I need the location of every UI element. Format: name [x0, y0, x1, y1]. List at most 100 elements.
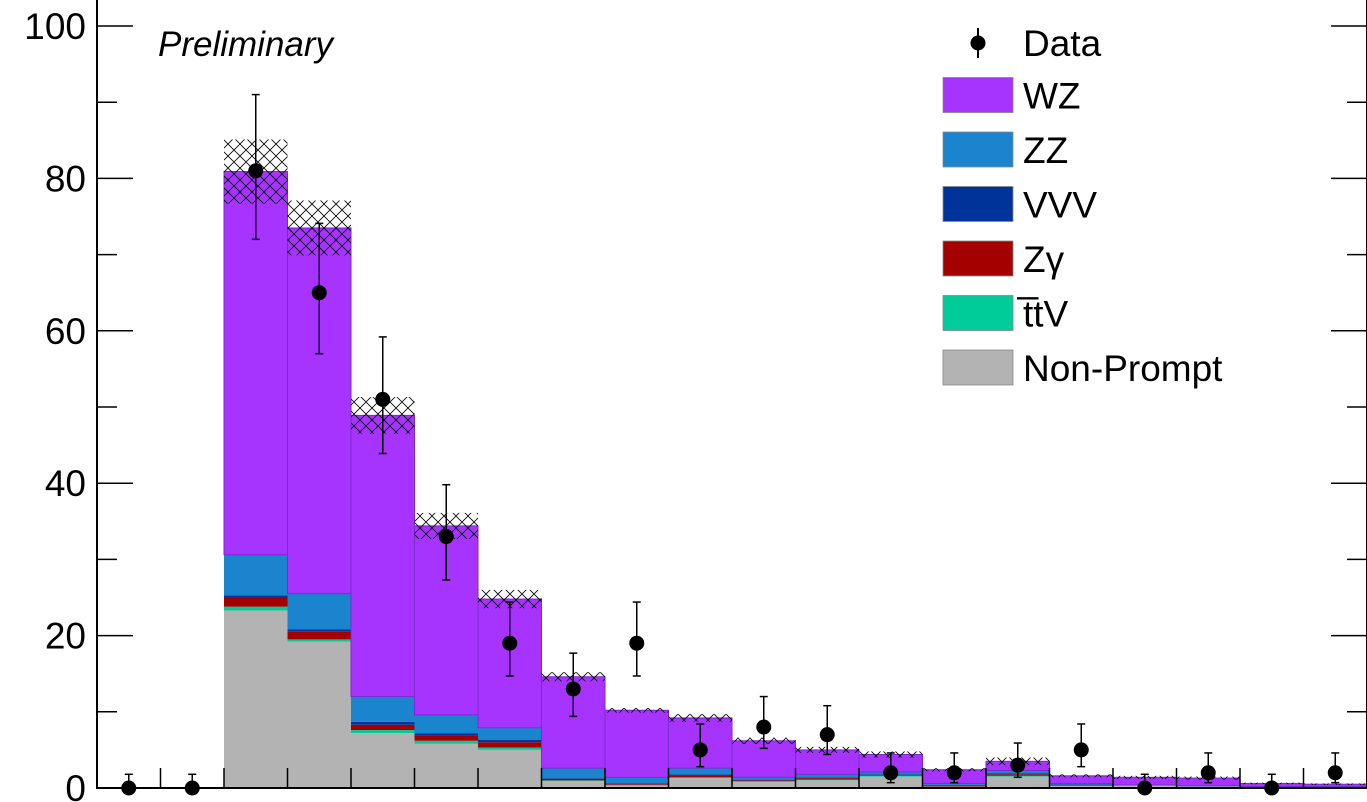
bar-1-bin-6 [478, 747, 542, 750]
axes [96, 0, 1367, 789]
bar-1-bin-2 [224, 606, 288, 611]
bar-0-bin-4 [351, 733, 415, 788]
bar-4-bin-3 [287, 593, 351, 630]
data-point [883, 765, 899, 781]
bar-3-bin-4 [351, 721, 415, 725]
bar-4-bin-8 [605, 777, 669, 784]
legend-swatch-3 [942, 240, 1014, 277]
bar-5-bin-8 [604, 709, 669, 778]
bar-3-bin-7 [541, 778, 605, 779]
data-point [375, 391, 391, 407]
data-point [438, 529, 454, 545]
bar-0-bin-9 [668, 778, 732, 788]
bar-0-bin-7 [541, 781, 605, 788]
bar-1-bin-8 [605, 784, 669, 786]
data-point [311, 285, 327, 301]
bar-0-bin-10 [732, 781, 796, 788]
y-tick-label: 40 [45, 463, 86, 504]
legend-label-2: VVV [1023, 185, 1097, 226]
bar-2-bin-13 [922, 785, 986, 787]
bar-0-bin-11 [795, 780, 859, 788]
y-tick-label: 20 [45, 616, 86, 657]
data-point [248, 163, 264, 179]
data-point [692, 742, 708, 758]
bar-3-bin-13 [922, 784, 986, 786]
data-point [502, 635, 518, 651]
bar-3-bin-2 [224, 595, 288, 598]
legend: Data WZ ZZ VVV Zγ t̅tV Non-Prompt [942, 23, 1223, 389]
bar-1-bin-9 [668, 777, 732, 779]
legend-data-marker [970, 35, 986, 51]
bar-5-bin-4 [350, 414, 415, 698]
data-point [1010, 757, 1026, 773]
legend-label-0: WZ [1023, 76, 1081, 117]
bar-4-bin-5 [414, 714, 478, 734]
bar-1-bin-5 [414, 740, 478, 744]
bar-2-bin-10 [732, 780, 796, 782]
bar-1-bin-11 [795, 779, 859, 781]
bar-3-bin-15 [1049, 784, 1113, 785]
bar-2-bin-5 [414, 735, 478, 741]
data-point [1200, 765, 1216, 781]
bar-4-bin-13 [922, 783, 986, 785]
bar-2-bin-15 [1049, 784, 1113, 786]
y-tick-label: 60 [45, 311, 86, 352]
bar-3-bin-3 [287, 629, 351, 632]
preliminary-annotation: Preliminary [158, 25, 336, 64]
stacked-histogram [223, 171, 1367, 788]
legend-label-3: Zγ [1023, 239, 1065, 280]
bar-0-bin-2 [224, 610, 288, 788]
bar-4-bin-10 [732, 777, 796, 780]
legend-label-1: ZZ [1023, 130, 1068, 171]
legend-label-5: Non-Prompt [1023, 348, 1223, 389]
y-tick-label: 80 [45, 158, 86, 199]
bar-1-bin-3 [287, 639, 351, 642]
data-point [1073, 742, 1089, 758]
uncertainty-bin-15 [1049, 774, 1113, 778]
data-point [565, 681, 581, 697]
bar-3-bin-8 [605, 783, 669, 785]
bar-1-bin-7 [541, 780, 605, 782]
legend-swatch-0 [942, 77, 1014, 113]
legend-swatch-5 [942, 349, 1014, 386]
bar-0-bin-5 [414, 743, 478, 788]
bar-3-bin-10 [732, 779, 796, 781]
uncertainty-bin-6 [478, 589, 542, 609]
y-tick-label: 0 [65, 768, 86, 802]
bar-2-bin-3 [287, 631, 351, 640]
y-tick-labels: 0 20 40 60 80 100 [24, 6, 86, 802]
data-point [819, 727, 835, 743]
bar-4-bin-6 [478, 727, 542, 740]
legend-label-data: Data [1023, 23, 1102, 64]
bar-4-bin-4 [351, 696, 415, 722]
bar-0-bin-6 [478, 749, 542, 788]
bar-3-bin-11 [795, 777, 859, 779]
legend-swatch-2 [942, 186, 1014, 222]
uncertainty-bin-19 [1303, 783, 1367, 785]
data-point [756, 719, 772, 735]
bar-3-bin-6 [478, 739, 542, 743]
data-point [1327, 765, 1343, 781]
data-point [629, 635, 645, 651]
legend-swatch-1 [942, 131, 1014, 168]
bar-2-bin-4 [351, 724, 415, 731]
bar-0-bin-3 [287, 641, 351, 788]
bar-2-bin-6 [478, 742, 542, 748]
uncertainty-bin-9 [668, 714, 732, 722]
data-points [121, 93, 1343, 796]
bar-4-bin-2 [224, 554, 288, 596]
data-point [946, 765, 962, 781]
bar-4-bin-11 [795, 774, 859, 778]
bar-2-bin-2 [224, 597, 288, 607]
legend-label-4: t̅tV [1017, 294, 1069, 335]
bar-0-bin-8 [605, 785, 669, 788]
uncertainty-bin-8 [605, 707, 669, 713]
bar-4-bin-7 [541, 768, 605, 779]
bar-3-bin-5 [414, 733, 478, 736]
bar-2-bin-11 [795, 778, 859, 780]
bar-2-bin-8 [605, 784, 669, 785]
bar-4-bin-9 [668, 768, 732, 775]
y-tick-label: 100 [24, 6, 86, 47]
bar-1-bin-10 [732, 781, 796, 782]
